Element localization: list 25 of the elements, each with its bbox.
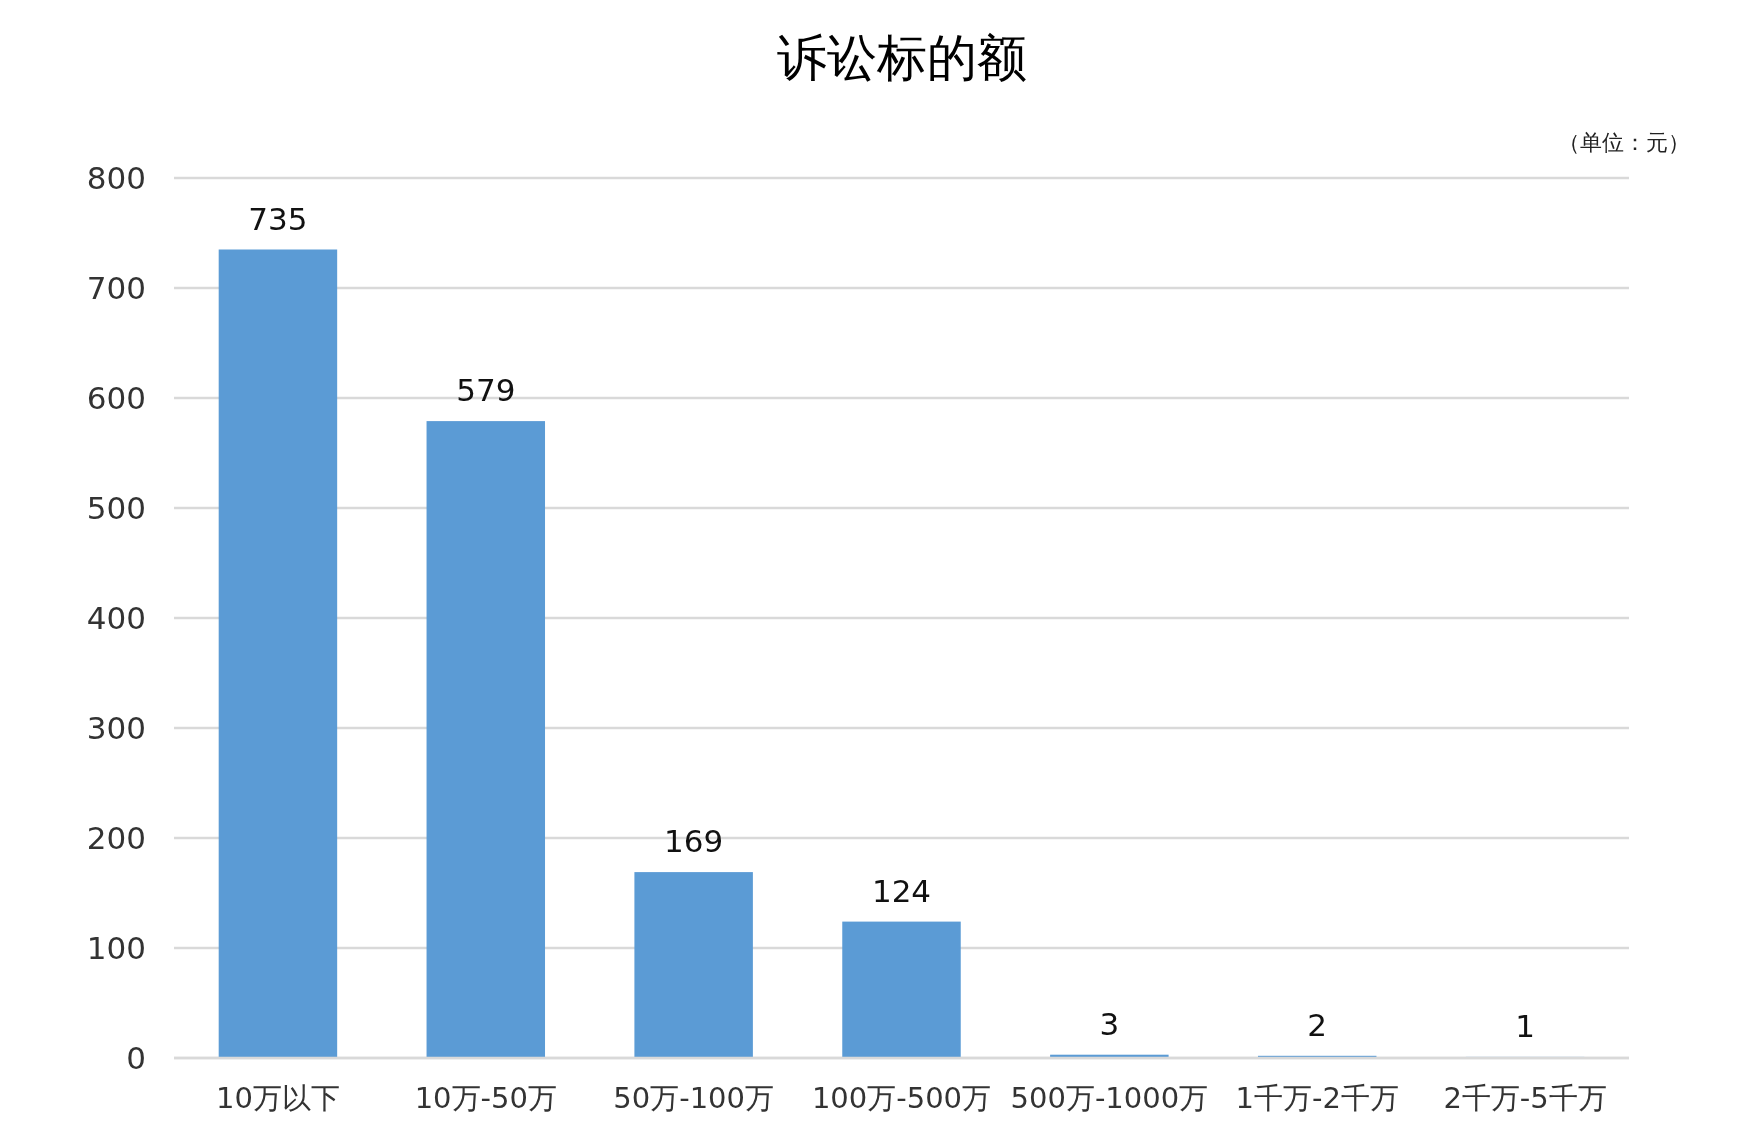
data-label: 3 bbox=[1099, 1005, 1120, 1042]
data-label: 1 bbox=[1515, 1007, 1535, 1044]
y-tick-label: 500 bbox=[86, 490, 146, 526]
x-tick-label: 50万-100万 bbox=[613, 1081, 774, 1115]
y-tick-label: 800 bbox=[86, 160, 146, 196]
y-tick-label: 200 bbox=[86, 820, 146, 856]
chart-title: 诉讼标的额 bbox=[776, 29, 1027, 87]
y-tick-label: 700 bbox=[86, 270, 146, 306]
y-tick-label: 600 bbox=[86, 380, 146, 416]
data-label: 2 bbox=[1307, 1006, 1328, 1043]
data-label: 579 bbox=[456, 372, 516, 409]
y-tick-label: 0 bbox=[126, 1040, 146, 1076]
text: （单位：元） bbox=[1558, 130, 1690, 155]
y-tick-label: 100 bbox=[86, 930, 146, 966]
x-tick-label: 10万以下 bbox=[215, 1081, 340, 1115]
y-tick-label: 400 bbox=[86, 600, 146, 636]
data-label: 735 bbox=[248, 200, 308, 237]
x-tick-label: 10万-50万 bbox=[414, 1081, 557, 1115]
x-tick-label: 500万-1000万 bbox=[1010, 1081, 1209, 1115]
x-tick-label: 1千万-2千万 bbox=[1235, 1081, 1399, 1115]
data-label: 169 bbox=[664, 823, 724, 860]
x-tick-label: 100万-500万 bbox=[811, 1081, 992, 1115]
y-tick-label: 300 bbox=[86, 710, 146, 746]
data-label: 124 bbox=[871, 872, 932, 909]
x-tick-label: 2千万-5千万 bbox=[1443, 1081, 1607, 1115]
